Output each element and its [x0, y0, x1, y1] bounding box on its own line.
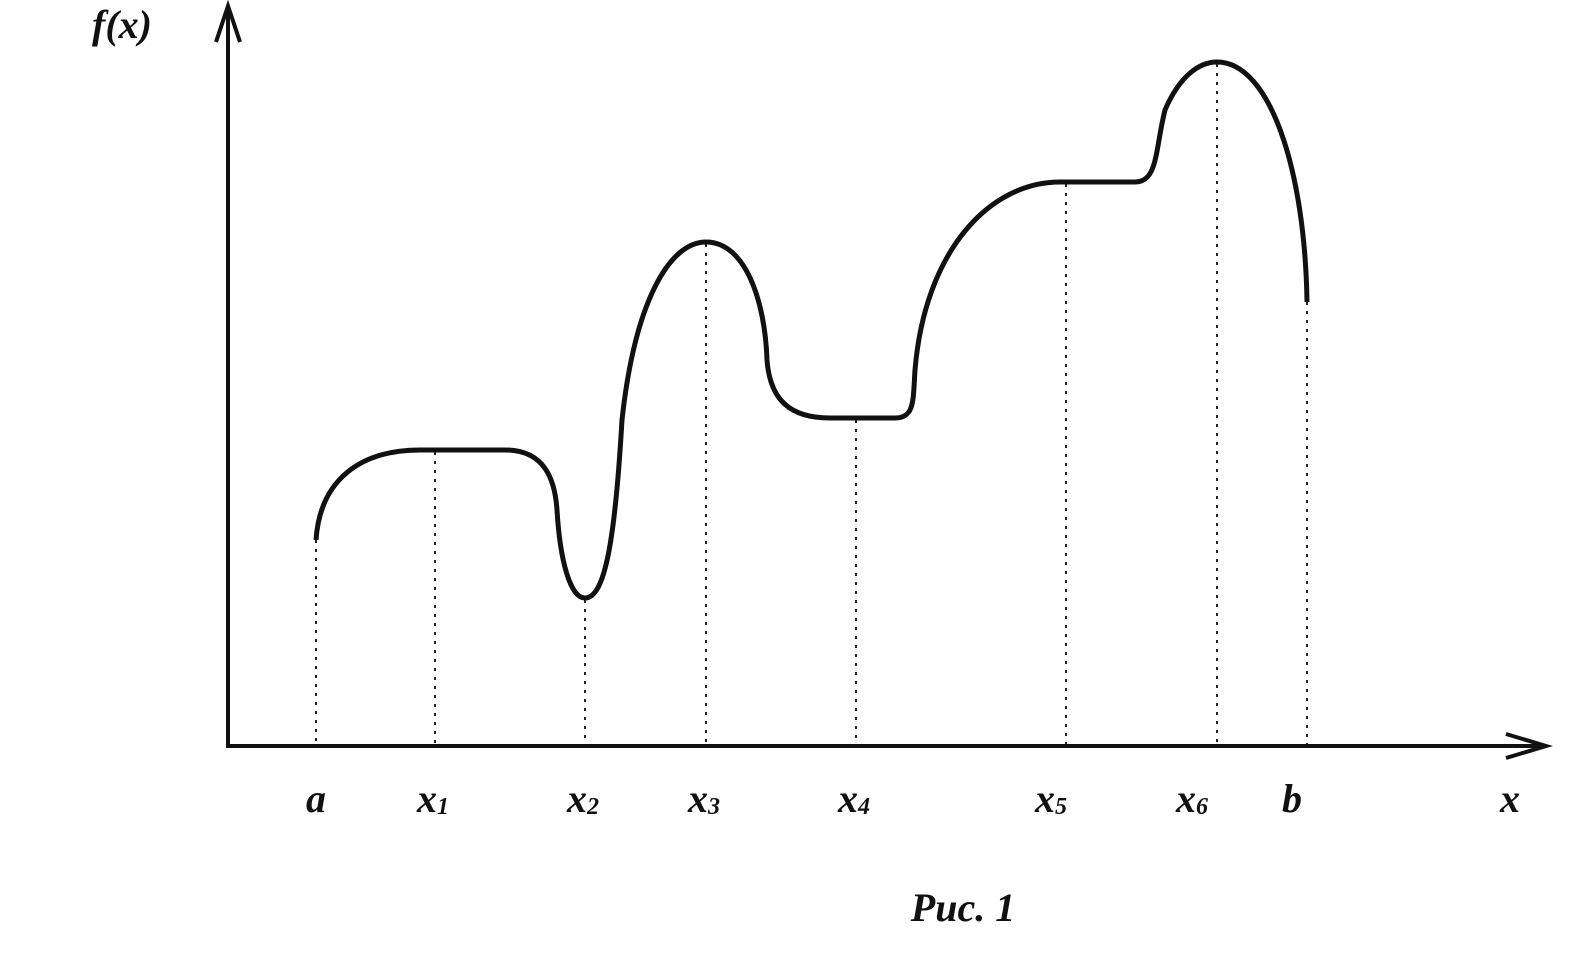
x-arrow — [1505, 732, 1553, 760]
dotted-lines — [315, 64, 1308, 744]
y-arrow — [214, 0, 242, 43]
point-label-text: x — [687, 776, 708, 821]
point-subscript: 3 — [707, 794, 720, 820]
curve — [313, 59, 1310, 601]
point-label: x5 — [1034, 776, 1067, 821]
point-subscript: 2 — [586, 794, 599, 820]
point-subscript: 4 — [857, 794, 870, 820]
x-axis-label: x — [1499, 776, 1520, 821]
point-label-text: x — [1175, 776, 1196, 821]
point-label: x6 — [1175, 776, 1208, 821]
point-label-text: x — [837, 776, 858, 821]
point-label-text: x — [566, 776, 587, 821]
point-label: x2 — [566, 776, 599, 821]
point-label-text: x — [1034, 776, 1055, 821]
point-labels: a x1 x2 x3 x4 x5 x6 b — [306, 776, 1302, 821]
point-subscript: 5 — [1055, 794, 1067, 820]
point-subscript: 6 — [1196, 794, 1208, 820]
point-label: a — [306, 776, 326, 821]
point-label-text: a — [306, 776, 326, 821]
y-axis-label: f(x) — [92, 2, 152, 47]
point-label: b — [1282, 776, 1302, 821]
caption: Рис. 1 — [910, 885, 1015, 930]
point-subscript: 1 — [437, 794, 449, 820]
point-label-text: x — [416, 776, 437, 821]
point-label-text: b — [1282, 776, 1302, 821]
point-label: x3 — [687, 776, 720, 821]
point-label: x4 — [837, 776, 870, 821]
point-label: x1 — [416, 776, 449, 821]
